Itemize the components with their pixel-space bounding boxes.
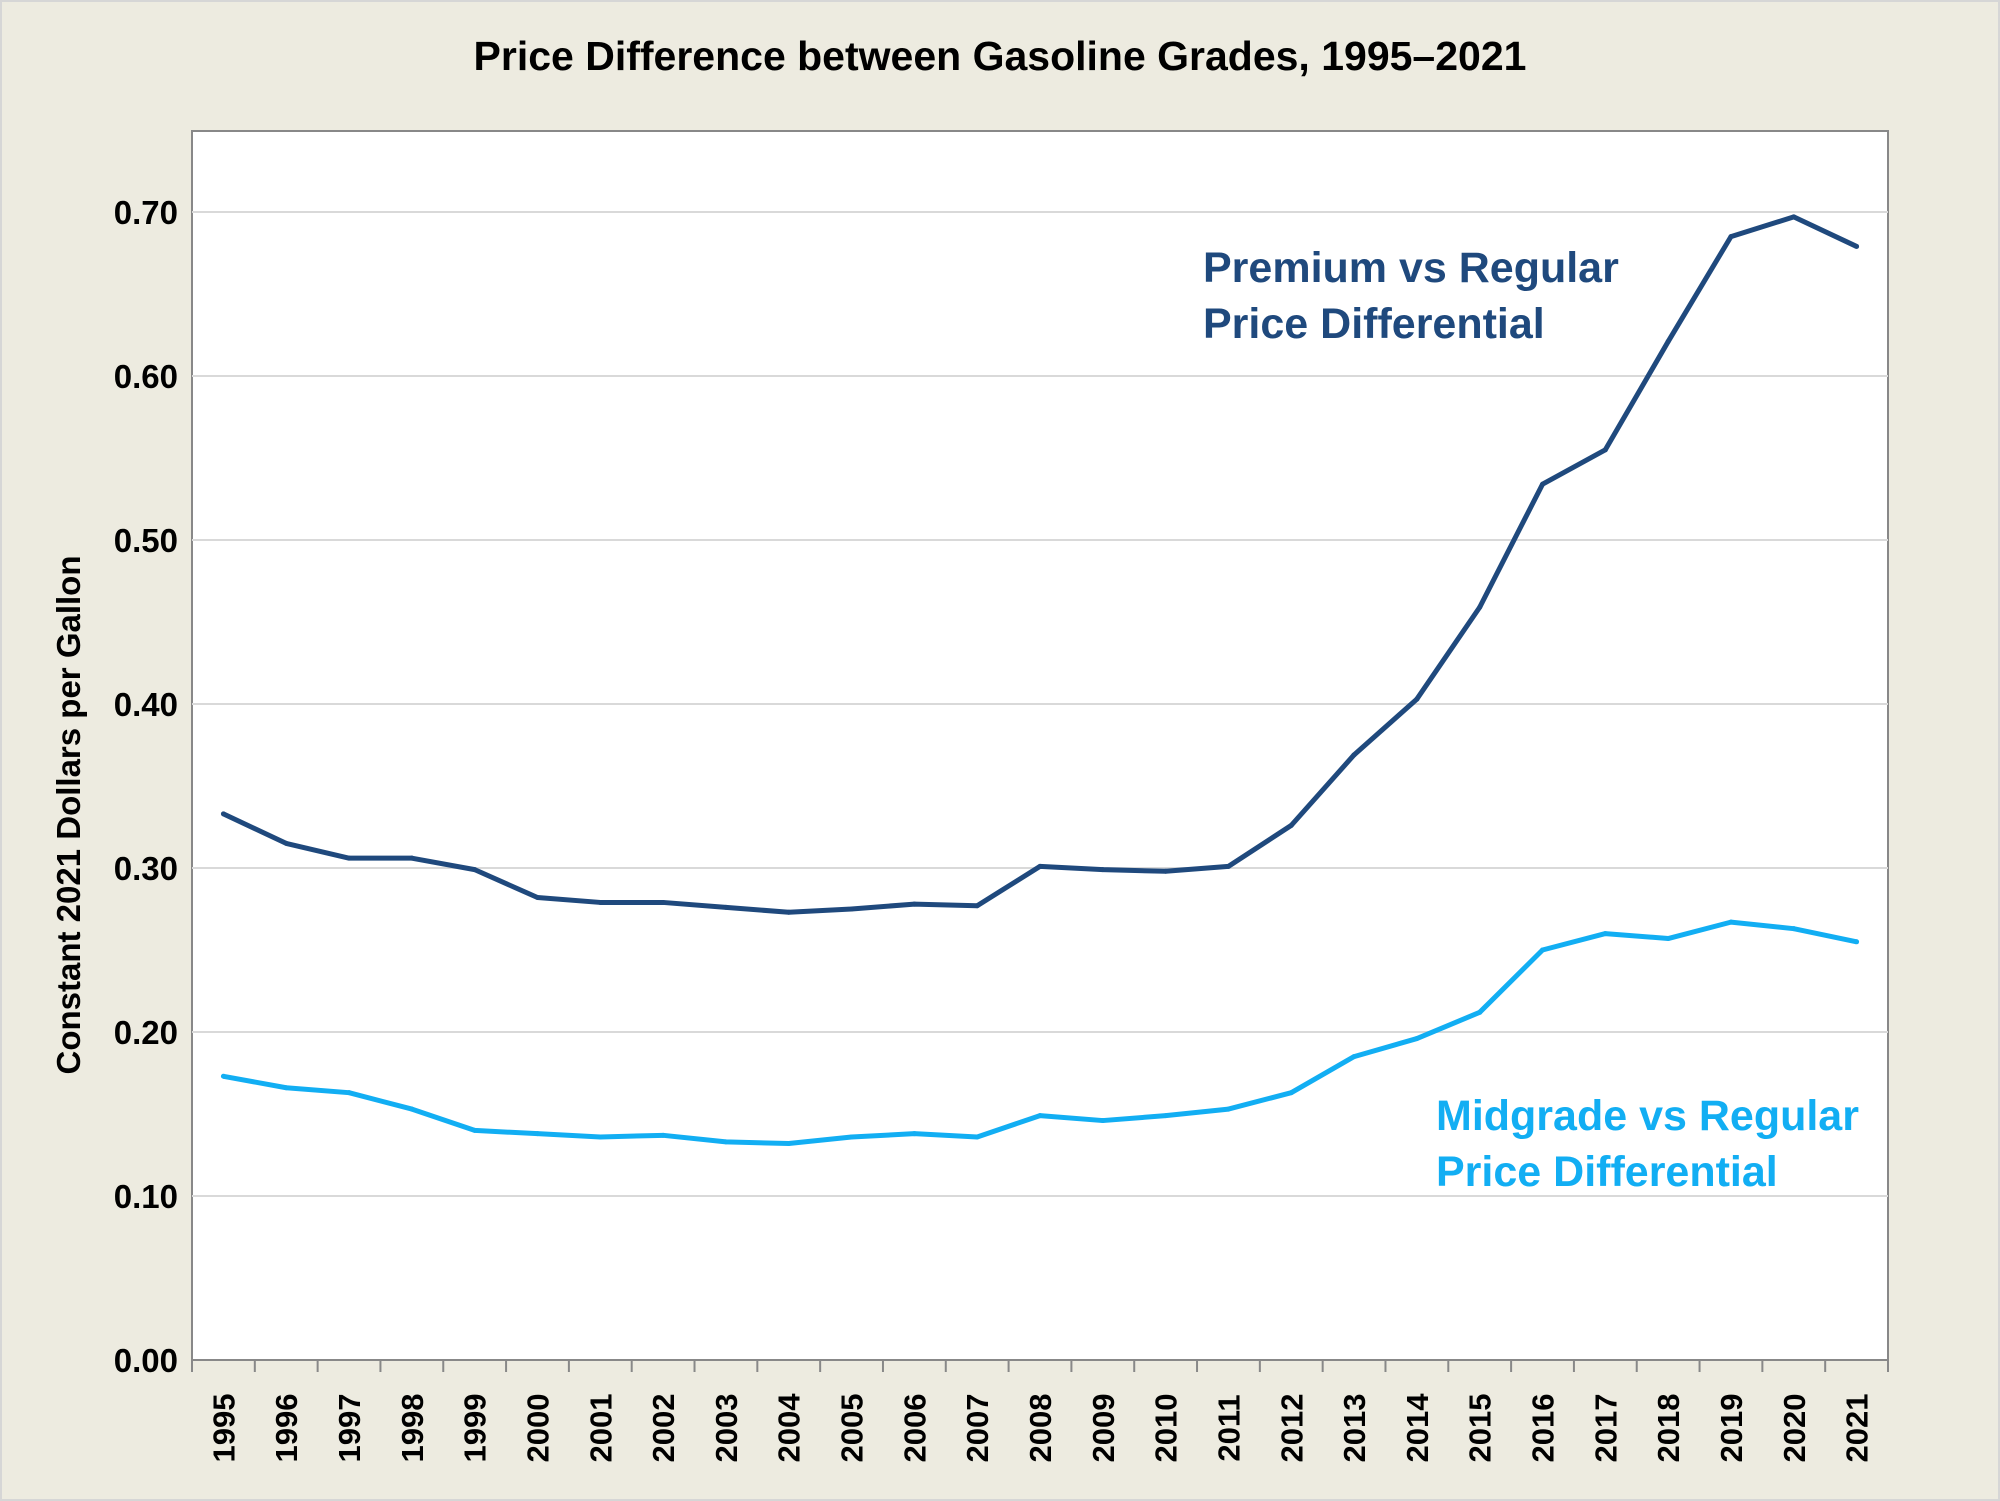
midgrade-data-point — [1037, 1113, 1043, 1119]
midgrade-data-point — [534, 1131, 540, 1137]
premium-data-point — [1037, 863, 1043, 869]
premium-data-point — [1854, 243, 1860, 249]
x-tick-label: 2002 — [646, 1394, 681, 1463]
premium-data-point — [1414, 696, 1420, 702]
y-tick-label: 0.40 — [114, 686, 178, 723]
premium-data-point — [1602, 447, 1608, 453]
x-tick-label: 2010 — [1149, 1394, 1184, 1463]
midgrade-data-point — [1665, 936, 1671, 942]
premium-data-point — [1100, 867, 1106, 873]
premium-data-point — [283, 840, 289, 846]
x-tick-label: 2013 — [1337, 1394, 1372, 1463]
midgrade-data-point — [723, 1139, 729, 1145]
x-tick-label: 2007 — [960, 1394, 995, 1463]
midgrade-data-point — [1540, 947, 1546, 953]
x-tick-label: 2012 — [1274, 1394, 1309, 1463]
x-tick-label: 2017 — [1588, 1394, 1623, 1463]
x-tick-label: 2009 — [1086, 1394, 1121, 1463]
x-tick-label: 2004 — [772, 1393, 807, 1463]
midgrade-data-point — [849, 1134, 855, 1140]
midgrade-data-point — [786, 1141, 792, 1147]
premium-data-point — [723, 904, 729, 910]
premium-data-point — [1540, 481, 1546, 487]
x-tick-label: 2006 — [897, 1394, 932, 1463]
premium-data-point — [911, 901, 917, 907]
premium-series-label: Premium vs Regular — [1203, 244, 1619, 292]
x-tick-label: 2014 — [1400, 1393, 1435, 1463]
midgrade-data-point — [1100, 1118, 1106, 1124]
x-tick-label: 1998 — [395, 1394, 430, 1463]
y-tick-label: 0.30 — [114, 850, 178, 887]
y-tick-label: 0.10 — [114, 1178, 178, 1215]
midgrade-data-point — [1288, 1090, 1294, 1096]
x-tick-label: 2003 — [709, 1394, 744, 1463]
midgrade-data-point — [660, 1132, 666, 1138]
midgrade-data-point — [911, 1131, 917, 1137]
premium-data-point — [786, 909, 792, 915]
x-tick-label: 2019 — [1714, 1394, 1749, 1463]
premium-data-point — [534, 895, 540, 901]
x-tick-label: 1997 — [332, 1394, 367, 1463]
x-tick-label: 2015 — [1463, 1394, 1498, 1463]
midgrade-data-point — [1225, 1106, 1231, 1112]
premium-data-point — [597, 899, 603, 905]
midgrade-data-point — [974, 1134, 980, 1140]
x-tick-label: 2005 — [835, 1394, 870, 1463]
midgrade-data-point — [1414, 1036, 1420, 1042]
premium-data-point — [660, 899, 666, 905]
premium-data-point — [1163, 868, 1169, 874]
midgrade-data-point — [346, 1090, 352, 1096]
x-tick-label: 2016 — [1526, 1394, 1561, 1463]
midgrade-data-point — [220, 1073, 226, 1079]
x-tick-label: 1999 — [458, 1394, 493, 1463]
midgrade-data-point — [1728, 919, 1734, 925]
premium-data-point — [1351, 752, 1357, 758]
y-tick-label: 0.20 — [114, 1014, 178, 1051]
midgrade-data-point — [1602, 931, 1608, 937]
premium-data-point — [974, 903, 980, 909]
midgrade-data-point — [1854, 939, 1860, 945]
y-tick-label: 0.50 — [114, 522, 178, 559]
y-tick-label: 0.70 — [114, 194, 178, 231]
chart-title: Price Difference between Gasoline Grades… — [474, 33, 1527, 79]
midgrade-data-point — [1351, 1054, 1357, 1060]
midgrade-series-label: Price Differential — [1436, 1148, 1778, 1196]
premium-data-point — [409, 855, 415, 861]
premium-data-point — [1225, 863, 1231, 869]
premium-data-point — [1791, 214, 1797, 220]
x-tick-label: 2001 — [583, 1394, 618, 1463]
premium-data-point — [346, 855, 352, 861]
x-tick-label: 2018 — [1651, 1394, 1686, 1463]
premium-data-point — [849, 906, 855, 912]
midgrade-data-point — [283, 1085, 289, 1091]
midgrade-data-point — [409, 1106, 415, 1112]
plot-area — [191, 130, 1889, 1361]
x-tick-label: 2011 — [1211, 1394, 1246, 1461]
y-axis-label: Constant 2021 Dollars per Gallon — [50, 556, 87, 1075]
x-tick-label: 2021 — [1840, 1394, 1875, 1463]
premium-data-point — [1728, 234, 1734, 240]
premium-data-point — [1665, 339, 1671, 345]
x-tick-label: 2020 — [1777, 1394, 1812, 1463]
premium-data-point — [220, 811, 226, 817]
midgrade-data-point — [1163, 1113, 1169, 1119]
midgrade-series-label: Midgrade vs Regular — [1436, 1092, 1859, 1140]
midgrade-data-point — [1791, 926, 1797, 932]
y-tick-label: 0.00 — [114, 1342, 178, 1379]
premium-data-point — [1477, 604, 1483, 610]
y-tick-label: 0.60 — [114, 358, 178, 395]
premium-series-label: Price Differential — [1203, 300, 1545, 348]
premium-data-point — [1288, 822, 1294, 828]
premium-data-point — [472, 867, 478, 873]
x-tick-label: 2000 — [520, 1394, 555, 1463]
x-tick-label: 2008 — [1023, 1394, 1058, 1463]
midgrade-data-point — [597, 1134, 603, 1140]
midgrade-data-point — [472, 1127, 478, 1133]
x-tick-label: 1995 — [206, 1394, 241, 1463]
x-tick-label: 1996 — [269, 1394, 304, 1463]
midgrade-data-point — [1477, 1009, 1483, 1015]
